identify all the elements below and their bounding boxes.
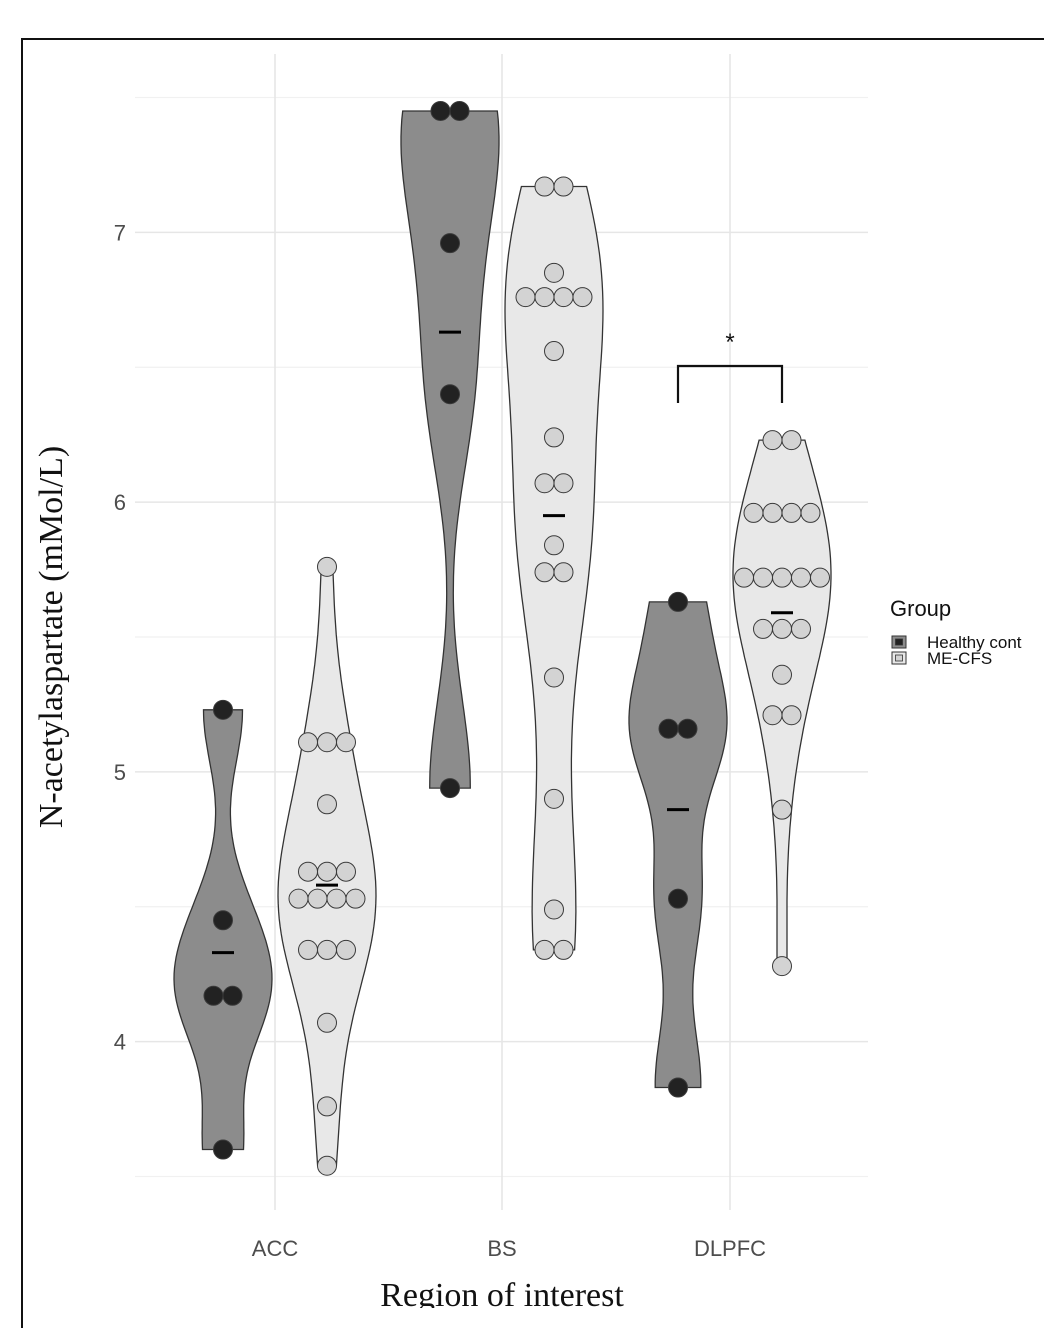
significance-bracket-line — [676, 364, 784, 403]
violin-bs-healthy — [400, 110, 500, 789]
data-point — [317, 556, 337, 577]
data-point — [307, 888, 328, 909]
data-point — [317, 794, 337, 815]
x-axis-title: Region of interest — [380, 1277, 624, 1308]
data-point — [317, 732, 337, 753]
data-point — [544, 341, 564, 362]
data-point — [677, 718, 698, 739]
data-point — [772, 618, 792, 639]
data-point — [317, 1155, 337, 1176]
y-axis-title: N-acetylaspartate (mMol/L) — [33, 446, 70, 828]
y-tick-label: 4 — [114, 1030, 126, 1055]
data-point — [317, 1096, 337, 1117]
data-point — [553, 562, 574, 583]
data-point — [544, 262, 564, 283]
x-tick-label: ACC — [252, 1236, 299, 1261]
data-point — [544, 788, 564, 809]
legend-title: Group — [890, 596, 951, 621]
data-point — [553, 939, 574, 960]
data-point — [772, 567, 792, 588]
data-point — [544, 427, 564, 448]
data-point — [544, 667, 564, 688]
data-point — [668, 888, 688, 909]
data-point — [222, 985, 243, 1006]
data-point — [298, 939, 318, 960]
data-point — [336, 732, 356, 753]
x-tick-labels: ACC BS DLPFC — [252, 1236, 766, 1261]
data-point — [298, 732, 318, 753]
data-point — [658, 718, 679, 739]
legend-label: Healthy cont — [927, 633, 1022, 652]
data-point — [317, 939, 337, 960]
data-point — [534, 939, 555, 960]
y-tick-label: 6 — [114, 490, 126, 515]
data-point — [553, 473, 574, 494]
data-point — [668, 1077, 688, 1098]
data-point — [734, 567, 754, 588]
significance-bracket: * — [676, 329, 784, 403]
data-point — [772, 956, 792, 977]
legend-label: ME-CFS — [927, 649, 992, 668]
legend-key-point — [895, 654, 903, 662]
data-point — [534, 562, 555, 583]
data-point — [326, 888, 347, 909]
data-point — [449, 100, 470, 121]
data-point — [440, 233, 460, 254]
data-point — [753, 618, 773, 639]
data-point — [288, 888, 309, 909]
data-point — [572, 287, 593, 308]
data-point — [534, 473, 555, 494]
data-point — [791, 618, 811, 639]
data-point — [762, 502, 783, 523]
y-tick-label: 5 — [114, 760, 126, 785]
data-point — [772, 799, 792, 820]
data-point — [213, 910, 233, 931]
x-tick-label: BS — [487, 1236, 516, 1261]
data-point — [791, 567, 811, 588]
data-point — [213, 1139, 233, 1160]
legend-key-point — [895, 638, 903, 646]
data-point — [544, 899, 564, 920]
data-point — [213, 699, 233, 720]
data-point — [800, 502, 821, 523]
data-point — [753, 567, 773, 588]
violin-bs-mecfs — [504, 185, 604, 951]
violin-dlpfc-healthy — [628, 601, 728, 1089]
y-tick-label: 7 — [114, 220, 126, 245]
data-point — [762, 705, 783, 726]
data-point — [440, 384, 460, 405]
significance-star: * — [725, 329, 734, 356]
data-point — [781, 430, 802, 451]
data-point — [534, 287, 555, 308]
data-point — [772, 664, 792, 685]
data-point — [743, 502, 764, 523]
data-point — [515, 287, 536, 308]
data-point — [762, 430, 783, 451]
figure-frame — [21, 38, 1044, 1328]
y-tick-labels: 4 5 6 7 — [114, 220, 126, 1054]
data-point — [544, 535, 564, 556]
data-point — [440, 778, 460, 799]
x-tick-label: DLPFC — [694, 1236, 766, 1261]
data-point — [317, 1012, 337, 1033]
data-point — [810, 567, 830, 588]
data-point — [336, 939, 356, 960]
data-point — [553, 287, 574, 308]
data-point — [336, 861, 356, 882]
mean-markers — [212, 330, 793, 955]
data-point — [781, 705, 802, 726]
data-point — [553, 176, 574, 197]
data-point — [668, 591, 688, 612]
points — [203, 100, 830, 1176]
data-point — [298, 861, 318, 882]
data-point — [317, 861, 337, 882]
data-point — [534, 176, 555, 197]
data-point — [203, 985, 224, 1006]
data-point — [430, 100, 451, 121]
data-point — [345, 888, 366, 909]
data-point — [781, 502, 802, 523]
